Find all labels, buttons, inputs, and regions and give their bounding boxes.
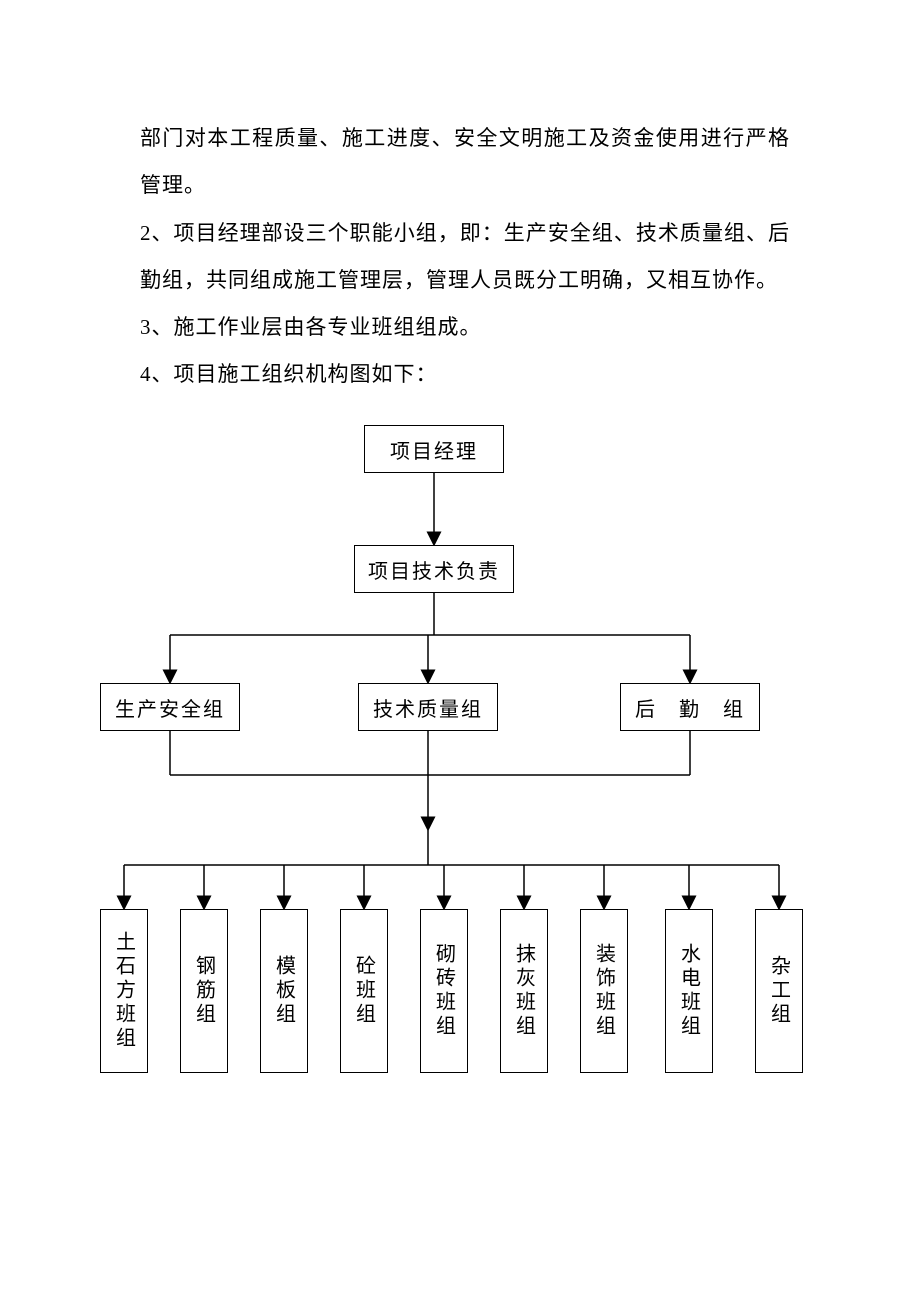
node-group2: 技术质量组	[358, 683, 498, 731]
paragraph-3: 3、施工作业层由各专业班组组成。	[140, 304, 790, 351]
node-group3: 后 勤 组	[620, 683, 760, 731]
node-team9: 杂工组	[755, 909, 803, 1073]
node-group1: 生产安全组	[100, 683, 240, 731]
node-team5: 砌砖班组	[420, 909, 468, 1073]
node-team3: 模板组	[260, 909, 308, 1073]
paragraph-1: 部门对本工程质量、施工进度、安全文明施工及资金使用进行严格管理。	[140, 115, 790, 210]
node-team8: 水电班组	[665, 909, 713, 1073]
paragraph-2: 2、项目经理部设三个职能小组，即：生产安全组、技术质量组、后勤组，共同组成施工管…	[140, 210, 790, 305]
node-team1: 土石方班组	[100, 909, 148, 1073]
document-text: 部门对本工程质量、施工进度、安全文明施工及资金使用进行严格管理。 2、项目经理部…	[140, 115, 790, 399]
node-team7: 装饰班组	[580, 909, 628, 1073]
node-root: 项目经理	[364, 425, 504, 473]
paragraph-4: 4、项目施工组织机构图如下：	[140, 351, 790, 398]
node-team4: 砼班组	[340, 909, 388, 1073]
org-chart: 项目经理项目技术负责生产安全组 技术质量组 后 勤 组土石方班组钢筋组模板组砼班组砌…	[100, 425, 820, 1075]
node-tech_lead: 项目技术负责	[354, 545, 514, 593]
node-team2: 钢筋组	[180, 909, 228, 1073]
node-team6: 抹灰班组	[500, 909, 548, 1073]
